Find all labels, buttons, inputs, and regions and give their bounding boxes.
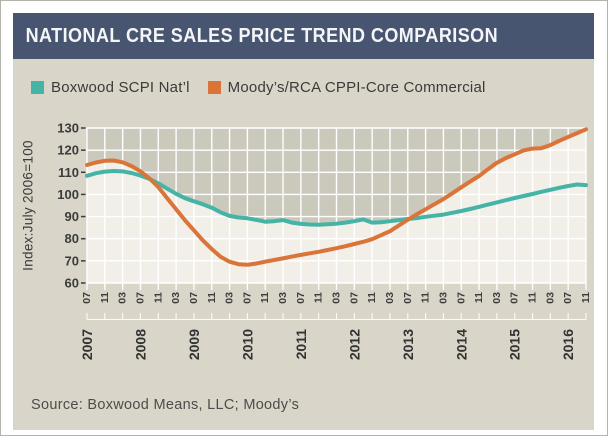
boxwood-series-swatch-icon [31,81,44,94]
svg-text:Index:July 2006=100: Index:July 2006=100 [21,140,36,271]
svg-text:2013: 2013 [400,329,416,360]
svg-text:07: 07 [241,292,253,304]
svg-text:120: 120 [57,143,79,158]
svg-text:03: 03 [491,292,503,304]
series-line-0 [85,169,588,227]
svg-text:03: 03 [384,292,396,304]
svg-text:60: 60 [65,276,79,291]
svg-text:07: 07 [348,292,360,304]
svg-text:03: 03 [224,292,236,304]
svg-text:2008: 2008 [132,329,148,360]
svg-text:80: 80 [65,231,79,246]
y-axis-title: Index:July 2006=100 [21,140,36,271]
svg-text:11: 11 [527,292,539,303]
chart-legend: Boxwood SCPI Nat’l Moody’s/RCA CPPI-Core… [31,79,486,96]
legend-label-moodys: Moody’s/RCA CPPI-Core Commercial [227,79,486,96]
svg-text:11: 11 [473,292,485,303]
svg-text:03: 03 [331,292,343,304]
svg-text:90: 90 [65,209,79,224]
price-trend-chart: 60 70 80 90 100 110 120 130 Index:July 2006=100 0… [21,121,593,361]
svg-text:100: 100 [57,187,79,202]
svg-text:07: 07 [455,292,467,304]
svg-text:03: 03 [117,292,129,304]
chart-title: NATIONAL CRE SALES PRICE TREND COMPARISO… [25,24,499,47]
svg-text:11: 11 [99,292,111,303]
svg-text:2011: 2011 [293,329,309,360]
svg-text:11: 11 [420,292,432,303]
legend-label-boxwood: Boxwood SCPI Nat’l [51,79,190,96]
gridlines [86,127,587,284]
svg-text:2014: 2014 [453,329,469,360]
y-axis-labels: 60 70 80 90 100 110 120 130 [57,121,86,291]
svg-text:03: 03 [437,292,449,304]
svg-text:11: 11 [366,292,378,303]
svg-text:11: 11 [580,292,592,303]
svg-text:11: 11 [206,292,218,303]
svg-text:07: 07 [81,292,93,304]
x-axis-year-labels: 2007 2008 2009 2010 2011 2012 2013 2014 2015 2016 [79,329,576,360]
source-note: Source: Boxwood Means, LLC; Moody’s [31,397,300,413]
svg-text:03: 03 [544,292,556,304]
series-line-1 [85,127,588,267]
chart-panel: 60 70 80 90 100 110 120 130 Index:July 2006=100 0… [13,59,594,430]
svg-text:07: 07 [188,292,200,304]
svg-text:2010: 2010 [239,329,255,360]
svg-text:07: 07 [402,292,414,304]
x-axis-month-labels: 07 11 03 07 11 03 07 11 03 07 11 03 07 11 03 07 11 03 07 11… [81,292,592,304]
svg-text:03: 03 [170,292,182,304]
svg-text:11: 11 [313,292,325,303]
svg-text:110: 110 [58,165,79,180]
axis-ticks [86,283,587,321]
series-lines [85,127,588,267]
svg-text:07: 07 [134,292,146,304]
chart-title-bar: NATIONAL CRE SALES PRICE TREND COMPARISO… [13,13,594,59]
svg-text:11: 11 [259,292,271,303]
legend-item-moodys: Moody’s/RCA CPPI-Core Commercial [207,79,486,96]
legend-item-boxwood: Boxwood SCPI Nat’l [31,79,190,96]
svg-text:03: 03 [277,292,289,304]
svg-text:07: 07 [509,292,521,304]
moodys-series-swatch-icon [207,81,221,94]
svg-text:2016: 2016 [560,329,576,360]
svg-text:2007: 2007 [79,329,95,360]
svg-text:2009: 2009 [186,329,202,360]
svg-text:130: 130 [57,121,79,136]
svg-text:07: 07 [562,292,574,304]
svg-text:70: 70 [65,253,79,268]
svg-text:2015: 2015 [507,329,523,360]
svg-text:11: 11 [152,292,164,303]
svg-text:2012: 2012 [346,329,362,360]
svg-text:07: 07 [295,292,307,304]
